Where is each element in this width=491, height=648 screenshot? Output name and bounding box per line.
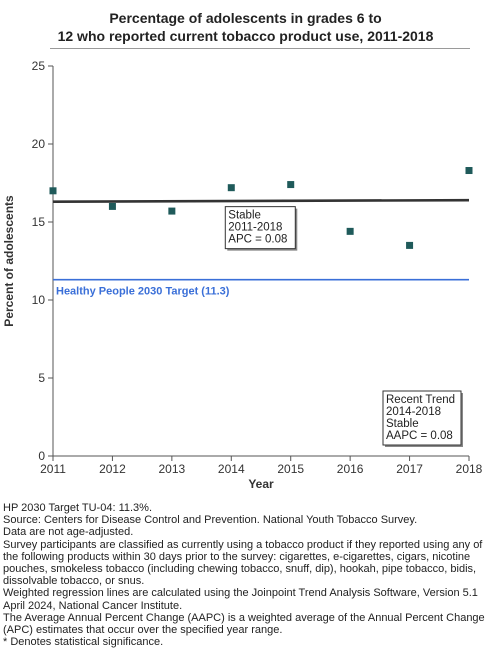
recent-trend-text: Stable <box>386 418 419 430</box>
footnote-age-adjust: Data are not age-adjusted. <box>3 526 134 539</box>
data-point <box>406 241 414 249</box>
y-tick-label: 5 <box>38 371 45 385</box>
footnote-definition: Survey participants are classified as cu… <box>3 538 483 588</box>
chart-title-line-2: 12 who reported current tobacco product … <box>57 28 434 44</box>
x-tick-label: 2012 <box>99 462 126 476</box>
title-divider <box>50 48 470 49</box>
x-tick-label: 2011 <box>40 462 66 476</box>
x-tick-label: 2013 <box>159 462 186 476</box>
x-tick-label: 2014 <box>218 462 245 476</box>
y-tick-label: 0 <box>38 449 45 463</box>
x-tick-label: 2016 <box>337 462 364 476</box>
y-tick-label: 20 <box>32 137 46 151</box>
apc-annotation-box <box>224 206 296 250</box>
y-tick-label: 25 <box>32 59 46 73</box>
y-tick-label: 15 <box>32 215 46 229</box>
x-tick-label: 2018 <box>456 462 483 476</box>
y-axis-label: Percent of adolescents <box>2 195 16 327</box>
data-point <box>168 207 176 215</box>
chart-title-line-1: Percentage of adolescents in grades 6 to <box>109 10 382 26</box>
data-point <box>227 184 235 192</box>
data-point <box>108 202 116 210</box>
footnote-regression: Weighted regression lines are calculated… <box>3 587 478 612</box>
chart-title: Percentage of adolescents in grades 6 to… <box>0 9 491 45</box>
x-axis-label: Year <box>248 477 274 491</box>
footnote-significance: * Denotes statistical significance. <box>3 636 164 648</box>
scatter-chart: 0 5 10 15 20 25 2011 2012 2013 2014 2015 2016 2017 20… <box>2 59 483 491</box>
apc-annotation-text: Stable <box>228 210 261 222</box>
footnote-source: Source: Centers for Disease Control and … <box>3 514 418 527</box>
footnote-target: HP 2030 Target TU-04: 11.3%. <box>3 502 152 514</box>
recent-trend-text: AAPC = 0.08 <box>386 430 453 442</box>
recent-trend-text: 2014-2018 <box>386 406 441 418</box>
data-point <box>49 187 57 195</box>
x-tick-label: 2015 <box>277 462 304 476</box>
recent-trend-text: Recent Trend <box>386 394 455 406</box>
data-point <box>287 181 295 189</box>
y-tick-label: 10 <box>32 293 46 307</box>
footnotes: HP 2030 Target TU-04: 11.3%. Source: Cen… <box>3 502 489 648</box>
data-point <box>346 227 354 235</box>
apc-annotation-text: 2011-2018 <box>228 222 282 234</box>
footnote-aapc: The Average Annual Percent Change (AAPC)… <box>3 611 485 637</box>
apc-annotation-text: APC = 0.08 <box>228 234 287 246</box>
recent-trend-box <box>382 390 462 446</box>
trend-line <box>52 198 470 204</box>
data-point <box>465 167 473 175</box>
x-tick-label: 2017 <box>396 462 423 476</box>
target-line-label: Healthy People 2030 Target (11.3) <box>56 286 230 298</box>
